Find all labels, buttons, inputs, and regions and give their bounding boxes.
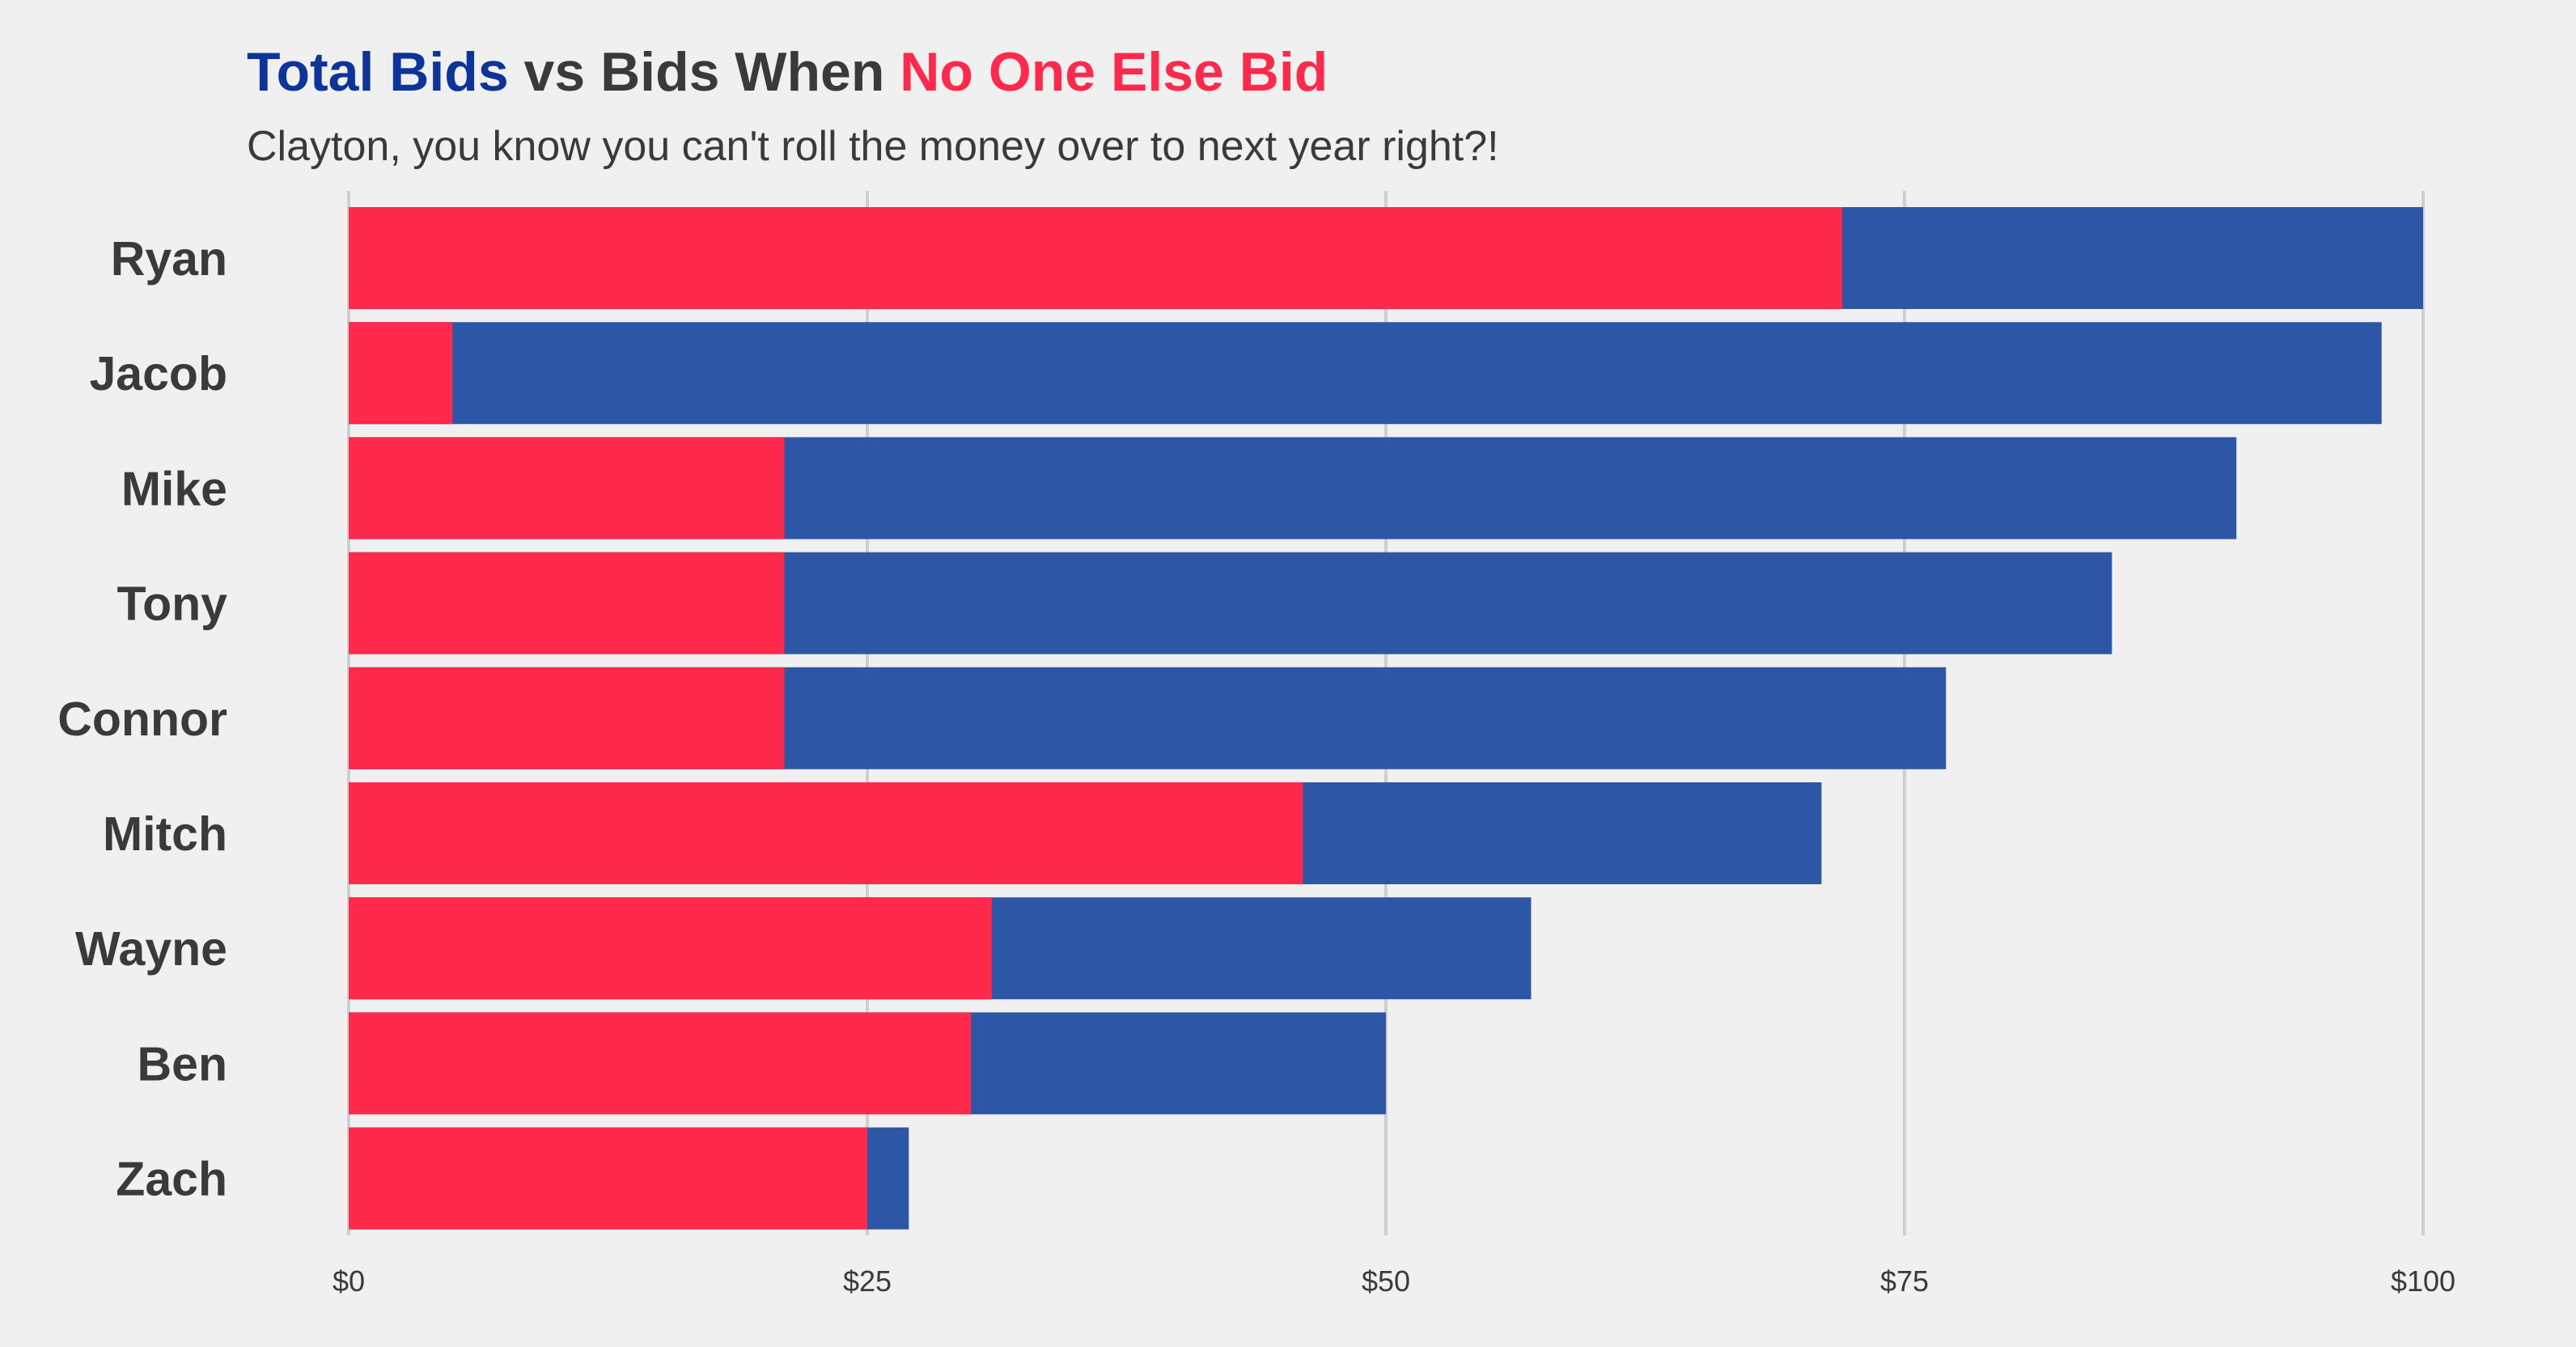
category-label: Tony xyxy=(117,578,227,631)
x-tick-label: $25 xyxy=(843,1264,892,1298)
x-tick-label: $50 xyxy=(1362,1264,1410,1298)
category-label: Mitch xyxy=(103,807,227,861)
category-label: Zach xyxy=(116,1153,227,1206)
bar-no-one-else-bid xyxy=(349,1127,867,1230)
category-label: Ryan xyxy=(111,232,227,286)
bar-no-one-else-bid xyxy=(349,897,992,1000)
bar-no-one-else-bid xyxy=(349,1012,972,1115)
bar-no-one-else-bid xyxy=(349,437,785,540)
chart-title: Total Bids vs Bids When No One Else Bid xyxy=(247,41,1328,103)
title-vs-bids-when: vs Bids When xyxy=(509,41,900,103)
category-labels: Ryan Jacob Mike Tony Connor Mitch Wayne Ben Zach xyxy=(57,232,227,1206)
title-no-one-else-bid: No One Else Bid xyxy=(900,41,1328,103)
bar-total-bids xyxy=(349,322,2382,425)
category-label: Ben xyxy=(138,1037,227,1091)
bar-no-one-else-bid xyxy=(349,782,1303,884)
title-total-bids: Total Bids xyxy=(247,41,509,103)
x-axis-tick-labels: $0 $25 $50 $75 $100 xyxy=(333,1264,2455,1298)
x-tick-label: $75 xyxy=(1880,1264,1929,1298)
bar-no-one-else-bid xyxy=(349,322,453,425)
bars xyxy=(349,207,2423,1230)
x-tick-label: $0 xyxy=(333,1264,365,1298)
category-label: Jacob xyxy=(89,347,227,400)
category-label: Wayne xyxy=(75,922,227,976)
chart-subtitle: Clayton, you know you can't roll the mon… xyxy=(247,123,1499,170)
category-label: Mike xyxy=(121,462,227,515)
bar-no-one-else-bid xyxy=(349,207,1843,309)
category-label: Connor xyxy=(57,693,227,746)
x-tick-label: $100 xyxy=(2391,1264,2455,1298)
bar-no-one-else-bid xyxy=(349,552,785,654)
bar-no-one-else-bid xyxy=(349,667,785,769)
